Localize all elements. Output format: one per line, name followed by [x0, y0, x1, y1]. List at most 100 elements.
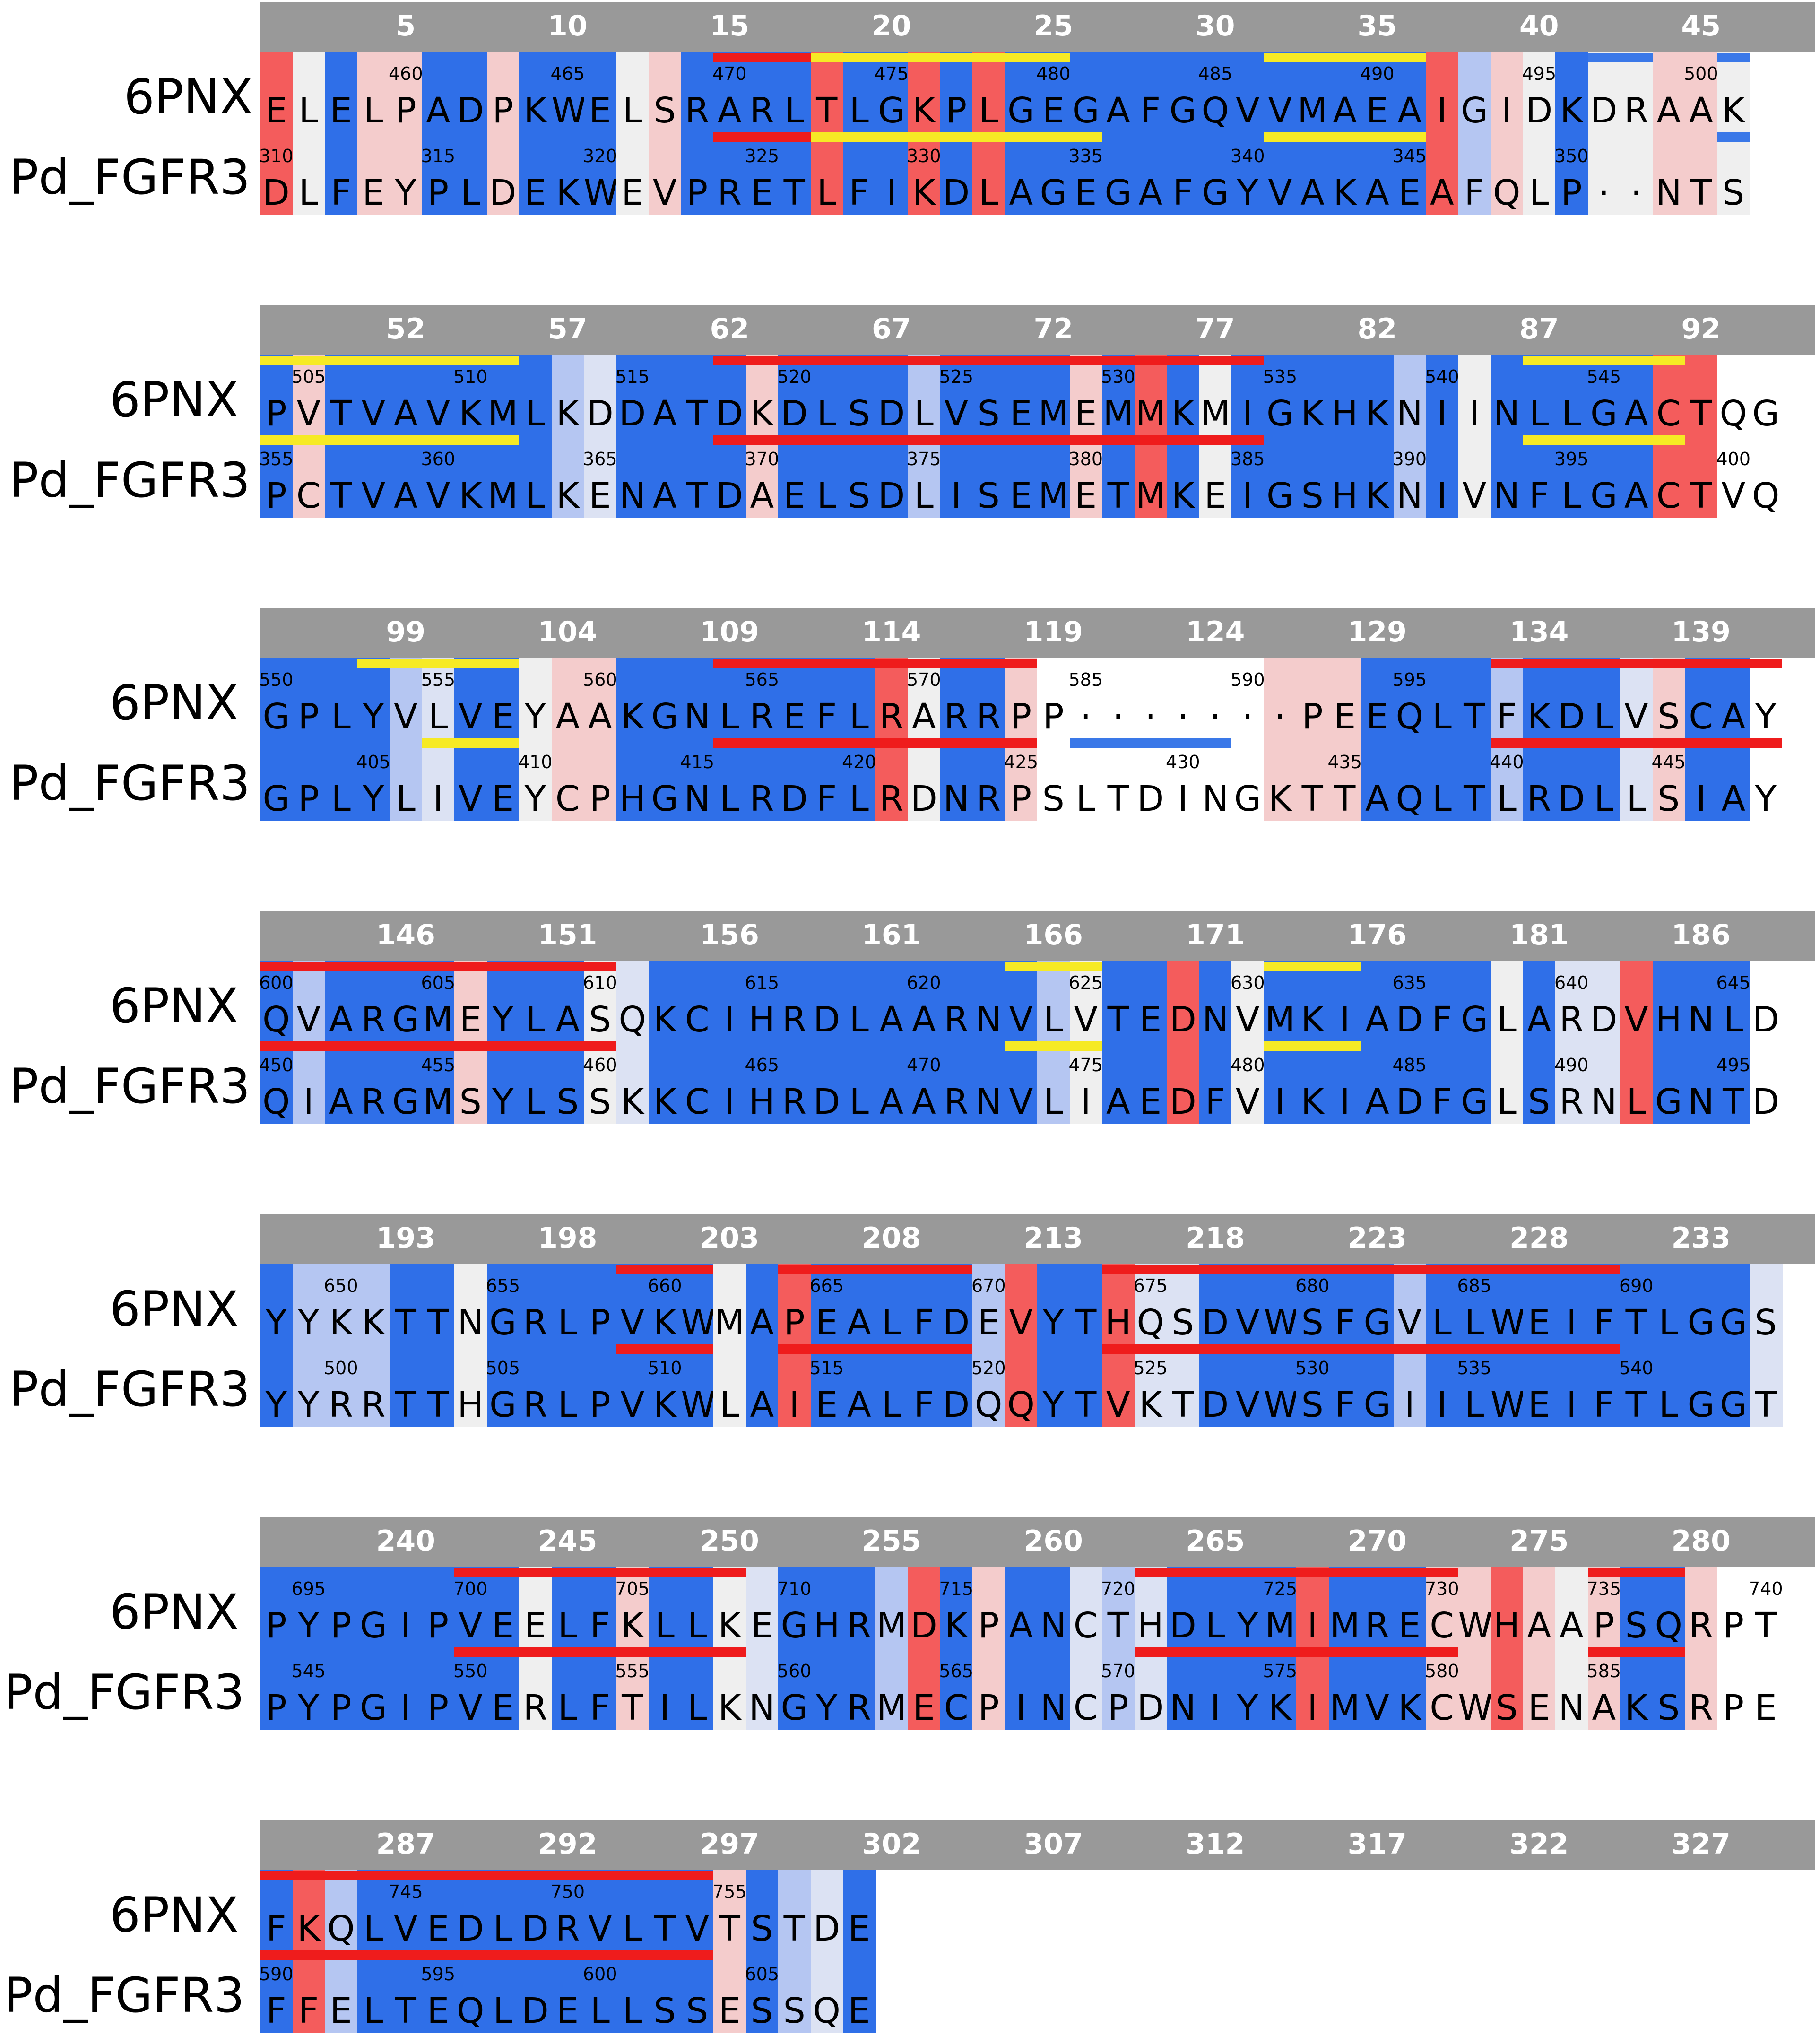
secondary-structure-helix [778, 1344, 972, 1354]
conservation-cell [745, 1870, 779, 2033]
residue-pd-fgfr3: L [364, 1991, 383, 2031]
residue-6pnx: Q [618, 999, 646, 1040]
residue-pd-fgfr3: D [1169, 1082, 1196, 1122]
residue-pd-fgfr3: K [459, 476, 482, 516]
residue-pd-fgfr3: L [396, 779, 416, 819]
residue-pd-fgfr3: T [1464, 779, 1485, 819]
residue-pd-fgfr3: K [1333, 173, 1357, 213]
residue-pd-fgfr3: V [1106, 1385, 1130, 1425]
conservation-cell [390, 52, 423, 215]
secondary-structure-helix [260, 1041, 616, 1051]
residue-6pnx: E [1366, 90, 1388, 131]
residue-6pnx: A [750, 1302, 774, 1343]
residue-pd-fgfr3: M [423, 1082, 453, 1122]
residue-6pnx: A [1721, 696, 1746, 737]
residue-number-pd-fgfr3: 525 [1133, 1358, 1168, 1378]
residue-6pnx: R [1559, 999, 1584, 1040]
residue-number-pd-fgfr3: 410 [518, 752, 553, 772]
residue-6pnx: I [724, 999, 735, 1040]
residue-pd-fgfr3: G [489, 1385, 517, 1425]
residue-6pnx: V [1624, 999, 1648, 1040]
residue-pd-fgfr3: A [1138, 173, 1163, 213]
ruler-tick-label: 275 [1509, 1525, 1569, 1558]
residue-6pnx: D [1202, 1302, 1229, 1343]
residue-6pnx: G [780, 1605, 808, 1646]
conservation-cell [1005, 1264, 1038, 1427]
conservation-cell [260, 1264, 293, 1427]
residue-6pnx: E [1366, 696, 1388, 737]
residue-pd-fgfr3: P [265, 1688, 287, 1728]
conservation-cell [1717, 1567, 1750, 1730]
conservation-cell [1231, 52, 1265, 215]
residue-pd-fgfr3: S [1657, 779, 1680, 819]
residue-pd-fgfr3: K [718, 1688, 741, 1728]
residue-pd-fgfr3: P [265, 476, 287, 516]
residue-pd-fgfr3: P [330, 1688, 352, 1728]
ruler-tick-label: 57 [548, 312, 588, 346]
residue-pd-fgfr3: D [1202, 1385, 1229, 1425]
residue-6pnx: V [296, 999, 321, 1040]
residue-pd-fgfr3: M [487, 476, 518, 516]
secondary-structure-helix [1134, 1647, 1458, 1657]
residue-pd-fgfr3: N [1688, 1082, 1714, 1122]
residue-6pnx: N [1396, 393, 1423, 434]
conservation-cell [1393, 355, 1426, 518]
residue-pd-fgfr3: A [1106, 1082, 1130, 1122]
residue-6pnx: I [1437, 393, 1447, 434]
ruler-tick-label: 198 [538, 1222, 598, 1255]
residue-number-pd-fgfr3: 460 [582, 1055, 617, 1075]
residue-pd-fgfr3: I [886, 173, 897, 213]
residue-pd-fgfr3: N [749, 1688, 775, 1728]
residue-pd-fgfr3: V [1365, 1688, 1389, 1728]
residue-number-6pnx: 490 [1360, 63, 1395, 84]
residue-pd-fgfr3: K [912, 173, 936, 213]
residue-pd-fgfr3: I [1566, 1385, 1577, 1425]
residue-6pnx: P [1593, 1605, 1615, 1646]
residue-6pnx: K [912, 90, 936, 131]
residue-pd-fgfr3: S [556, 1082, 579, 1122]
residue-6pnx: M [1103, 393, 1134, 434]
secondary-structure-strand [260, 356, 519, 365]
residue-6pnx: E [492, 1605, 514, 1646]
residue-pd-fgfr3: Y [1237, 173, 1258, 213]
conservation-cell [713, 1870, 746, 2033]
residue-6pnx: Q [327, 1908, 355, 1949]
residue-pd-fgfr3: L [493, 1991, 513, 2031]
residue-number-pd-fgfr3: 595 [421, 1964, 456, 1984]
residue-pd-fgfr3: A [393, 476, 418, 516]
residue-6pnx: L [655, 1605, 675, 1646]
residue-6pnx: W [1458, 1605, 1493, 1646]
conservation-cell [616, 658, 649, 821]
conservation-cell [908, 961, 941, 1124]
residue-6pnx: D [910, 1605, 937, 1646]
residue-6pnx: D [1169, 999, 1196, 1040]
residue-pd-fgfr3: C [296, 476, 321, 516]
residue-number-6pnx: 710 [777, 1578, 812, 1599]
ruler-tick-label: 297 [700, 1828, 759, 1861]
residue-pd-fgfr3: L [849, 1082, 869, 1122]
residue-6pnx: T [1690, 393, 1712, 434]
conservation-cell [551, 1264, 584, 1427]
ruler-tick-label: 186 [1671, 918, 1731, 952]
residue-pd-fgfr3: L [1561, 476, 1581, 516]
residue-6pnx: M [487, 393, 518, 434]
residue-number-pd-fgfr3: 555 [615, 1661, 650, 1681]
residue-6pnx: R [782, 999, 806, 1040]
residue-pd-fgfr3: S [751, 1991, 773, 2031]
residue-6pnx: Q [1136, 1302, 1164, 1343]
conservation-cell [584, 1264, 617, 1427]
residue-6pnx: N [975, 999, 1002, 1040]
sequence-name-pd-fgfr3: Pd_FGFR3 [9, 452, 251, 509]
residue-pd-fgfr3: I [433, 779, 443, 819]
residue-pd-fgfr3: S [459, 1082, 482, 1122]
residue-pd-fgfr3: Y [395, 173, 416, 213]
residue-6pnx: T [330, 393, 352, 434]
ruler-tick-label: 171 [1186, 918, 1245, 952]
ruler-tick-label: 292 [538, 1828, 598, 1861]
residue-pd-fgfr3: M [1038, 476, 1069, 516]
conservation-cell [1717, 961, 1750, 1124]
residue-6pnx: S [1754, 1302, 1777, 1343]
residue-pd-fgfr3: E [815, 1385, 838, 1425]
residue-6pnx: P [265, 393, 287, 434]
residue-6pnx: G [878, 90, 905, 131]
